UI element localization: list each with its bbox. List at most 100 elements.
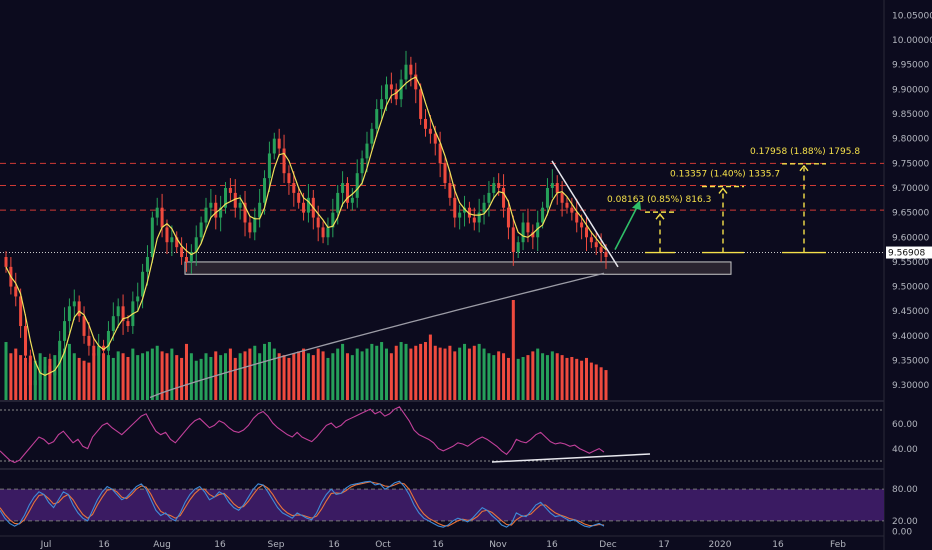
candle bbox=[438, 143, 442, 164]
target-label: 0.08163 (0.85%) 816.3 bbox=[607, 195, 711, 205]
target-arrow bbox=[718, 187, 728, 194]
volume-bar bbox=[555, 353, 559, 400]
volume-bar bbox=[209, 356, 213, 400]
candle bbox=[345, 183, 349, 203]
volume-bar bbox=[224, 353, 228, 400]
candle bbox=[428, 128, 432, 134]
candle bbox=[238, 202, 242, 208]
volume-bar bbox=[302, 348, 306, 400]
volume-bar bbox=[219, 355, 223, 400]
candle bbox=[453, 197, 457, 218]
candle bbox=[570, 207, 574, 213]
slow-moving-average bbox=[149, 272, 605, 399]
volume-bar bbox=[72, 353, 76, 400]
breakout-arrow-head bbox=[632, 200, 641, 211]
candle bbox=[404, 64, 408, 80]
time-tick-label: 2020 bbox=[709, 540, 732, 550]
candle bbox=[19, 296, 23, 327]
candle bbox=[204, 207, 208, 223]
volume-bar bbox=[326, 357, 330, 400]
candle bbox=[331, 212, 335, 228]
candle bbox=[409, 64, 413, 75]
volume-bar bbox=[277, 353, 281, 400]
target-label: 0.13357 (1.40%) 1335.7 bbox=[670, 169, 780, 179]
candle bbox=[24, 326, 28, 356]
candle bbox=[33, 380, 37, 386]
volume-bar bbox=[321, 351, 325, 400]
volume-bar bbox=[409, 348, 413, 400]
stoch-tick-label: 80.00 bbox=[892, 485, 918, 495]
volume-bar bbox=[14, 348, 18, 400]
volume-bar bbox=[160, 351, 164, 400]
candle bbox=[214, 202, 218, 218]
volume-bar bbox=[448, 345, 452, 400]
volume-bar bbox=[67, 343, 71, 400]
candle bbox=[121, 306, 125, 322]
candle bbox=[219, 207, 223, 218]
time-tick-label: 17 bbox=[658, 540, 669, 550]
candle bbox=[292, 183, 296, 193]
volume-bar bbox=[482, 348, 486, 400]
time-tick-label: 16 bbox=[214, 540, 226, 550]
candle bbox=[53, 370, 57, 376]
volume-bar bbox=[170, 348, 174, 400]
candle bbox=[170, 237, 174, 243]
volume-bar bbox=[511, 300, 515, 400]
candle bbox=[467, 207, 471, 218]
volume-bar bbox=[258, 353, 262, 400]
candle bbox=[419, 89, 423, 119]
candle bbox=[184, 257, 188, 262]
candle bbox=[282, 148, 286, 174]
candle bbox=[302, 202, 306, 213]
candle bbox=[116, 306, 120, 317]
candle bbox=[263, 178, 267, 203]
volume-bar bbox=[463, 343, 467, 400]
volume-bar bbox=[594, 364, 598, 400]
volume-bar bbox=[24, 357, 28, 400]
volume-bar bbox=[184, 343, 188, 400]
price-tick-label: 9.75000 bbox=[892, 159, 929, 169]
volume-bar bbox=[506, 357, 510, 400]
candle bbox=[511, 227, 515, 253]
volume-bar bbox=[87, 362, 91, 400]
candle bbox=[458, 212, 462, 218]
candle bbox=[370, 128, 374, 144]
volume-bar bbox=[424, 342, 428, 400]
candle bbox=[355, 173, 359, 198]
candle bbox=[565, 202, 569, 208]
candle bbox=[589, 237, 593, 243]
candle bbox=[277, 138, 281, 149]
volume-bar bbox=[419, 343, 423, 400]
candle bbox=[384, 84, 388, 100]
candle bbox=[102, 345, 106, 351]
candle bbox=[604, 252, 608, 258]
candle bbox=[316, 217, 320, 228]
volume-bar bbox=[550, 351, 554, 400]
candle bbox=[160, 207, 164, 228]
price-tick-label: 9.30000 bbox=[892, 381, 929, 391]
candle bbox=[531, 232, 535, 238]
candle bbox=[97, 345, 101, 356]
volume-bar bbox=[267, 342, 271, 400]
volume-bar bbox=[102, 353, 106, 400]
rsi-divergence-line bbox=[491, 453, 651, 463]
volume-bar bbox=[116, 351, 120, 400]
volume-bar bbox=[467, 348, 471, 400]
candle bbox=[82, 316, 86, 336]
breakout-arrow bbox=[614, 204, 639, 250]
volume-bar bbox=[311, 355, 315, 400]
candle bbox=[502, 187, 506, 208]
candle bbox=[341, 183, 345, 193]
candle bbox=[111, 316, 115, 331]
volume-bar bbox=[580, 360, 584, 400]
volume-bar bbox=[82, 360, 86, 400]
candle bbox=[248, 222, 252, 233]
target-arrow bbox=[799, 164, 809, 172]
volume-bar bbox=[306, 353, 310, 400]
volume-bar bbox=[492, 355, 496, 400]
volume-bar bbox=[92, 353, 96, 400]
volume-bar bbox=[233, 357, 237, 400]
candle bbox=[92, 345, 96, 356]
time-tick-label: Sep bbox=[268, 540, 285, 550]
